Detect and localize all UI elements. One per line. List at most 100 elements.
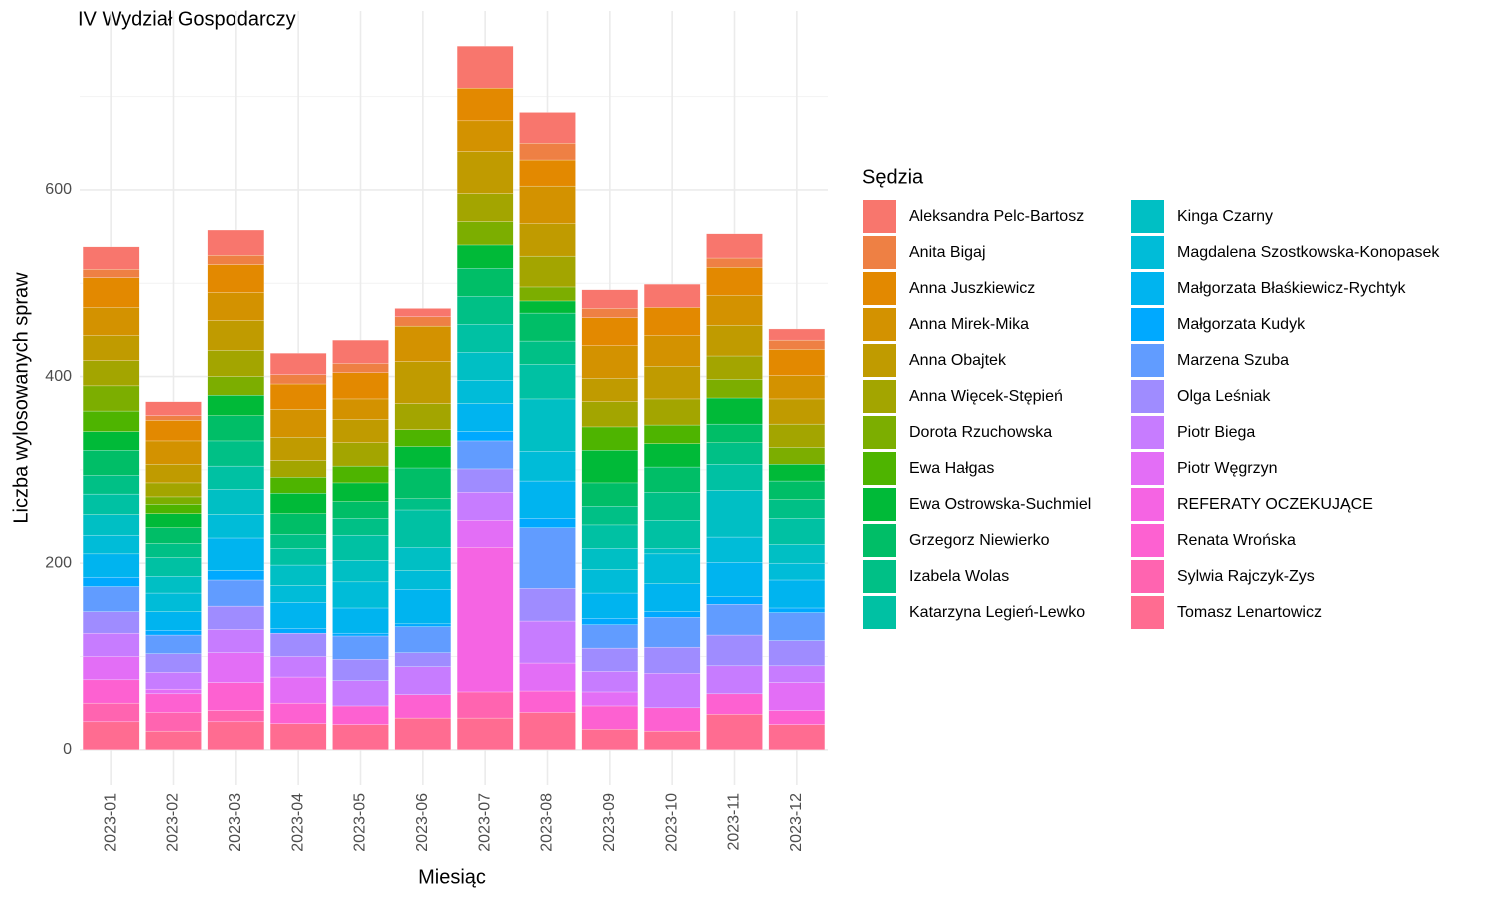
bar-segment <box>643 646 701 674</box>
bar-segment <box>82 721 140 751</box>
bar-segment <box>332 560 389 583</box>
bar-segment <box>207 537 265 571</box>
bar-segment <box>145 464 202 484</box>
bar-segment <box>82 307 140 336</box>
bar-segment <box>643 424 701 444</box>
bar-segment <box>456 520 514 548</box>
bar-segment <box>643 548 701 555</box>
bar-segment <box>394 652 452 667</box>
legend-label: Małgorzata Kudyk <box>1177 316 1306 333</box>
bar-segment <box>82 493 140 515</box>
bar-segment <box>581 671 639 693</box>
legend-label: Renata Wrońska <box>1177 532 1296 549</box>
legend-key <box>863 560 896 593</box>
bar-segment <box>519 620 576 664</box>
bar-segment <box>394 589 452 625</box>
bar-segment <box>145 440 202 465</box>
bar-segment <box>456 352 514 381</box>
bar-segment <box>519 300 576 314</box>
bar-segment <box>145 420 202 442</box>
bar-segment <box>269 602 327 629</box>
bar-segment <box>145 693 202 713</box>
y-tick-label: 400 <box>45 368 72 385</box>
bar-segment <box>456 403 514 432</box>
bar-segment <box>394 429 452 447</box>
bar-segment <box>332 465 389 484</box>
bar-segment <box>394 498 452 511</box>
bar-segment <box>768 518 826 545</box>
bar-segment <box>145 415 202 421</box>
bar-segment <box>82 450 140 476</box>
legend-key <box>863 488 896 521</box>
y-tick-label: 200 <box>45 554 72 571</box>
bar-segment <box>332 518 389 536</box>
bar-segment <box>581 345 639 379</box>
bar-segment <box>82 702 140 723</box>
bar-segment <box>269 632 327 657</box>
legend-key <box>1131 416 1164 449</box>
legend-label: Ewa Ostrowska-Suchmiel <box>909 496 1091 513</box>
legend-key <box>863 524 896 557</box>
bar-segment <box>82 611 140 634</box>
bar-segment <box>768 328 826 341</box>
bar-segment <box>643 366 701 400</box>
bar-segment <box>581 592 639 619</box>
bar-segment <box>332 534 389 561</box>
bar-segment <box>394 666 452 695</box>
bar-segment <box>768 480 826 500</box>
bar-segment <box>145 543 202 558</box>
bar-segment <box>643 335 701 367</box>
bar-segment <box>394 316 452 327</box>
x-tick-label: 2023-05 <box>352 793 369 852</box>
bar-segment <box>82 586 140 612</box>
legend-label: Sylwia Rajczyk-Zys <box>1177 568 1315 585</box>
bar-segment <box>456 193 514 222</box>
bar-segment <box>269 628 327 634</box>
bar-segment <box>145 557 202 577</box>
bar-segment <box>456 268 514 297</box>
bar-segment <box>581 624 639 649</box>
bar-segment <box>706 693 763 715</box>
x-tick-label: 2023-09 <box>601 793 618 852</box>
legend-key <box>1131 452 1164 485</box>
bar-segment <box>145 527 202 544</box>
legend-key <box>1131 344 1164 377</box>
bar-segment <box>394 626 452 653</box>
bar-segment <box>269 383 327 410</box>
bar-segment <box>207 721 265 751</box>
bar-segment <box>581 426 639 451</box>
bar-segment <box>706 325 763 357</box>
bar-segment <box>394 570 452 590</box>
bar-segment <box>581 618 639 625</box>
legend-label: Piotr Biega <box>1177 424 1255 441</box>
bar-segment <box>145 653 202 673</box>
bar-segment <box>456 547 514 693</box>
bar-segment <box>269 656 327 678</box>
legend-label: Ewa Hałgas <box>909 460 994 477</box>
bar-segment <box>269 702 327 724</box>
bar-segment <box>519 364 576 400</box>
legend-key <box>863 272 896 305</box>
bar-segment <box>519 340 576 365</box>
y-tick-label: 600 <box>45 181 72 198</box>
bar-segment <box>643 307 701 336</box>
bar-segment <box>332 482 389 502</box>
bar-segment <box>207 710 265 723</box>
bar-segment <box>519 480 576 519</box>
bar-segment <box>82 410 140 432</box>
bar-segment <box>332 363 389 374</box>
bar-segment <box>768 562 826 581</box>
bar-segment <box>768 464 826 482</box>
bar-segment <box>581 308 639 318</box>
y-tick-label: 0 <box>63 741 72 758</box>
bar-segment <box>269 676 327 704</box>
legend-key <box>863 308 896 341</box>
bar-segment <box>456 151 514 194</box>
bar-segment <box>394 467 452 499</box>
bar-segment <box>145 634 202 654</box>
bar-segment <box>581 317 639 346</box>
legend-label: Anna Więcek-Stępień <box>909 388 1063 405</box>
bar-segment <box>706 379 763 399</box>
bar-segment <box>581 378 639 402</box>
